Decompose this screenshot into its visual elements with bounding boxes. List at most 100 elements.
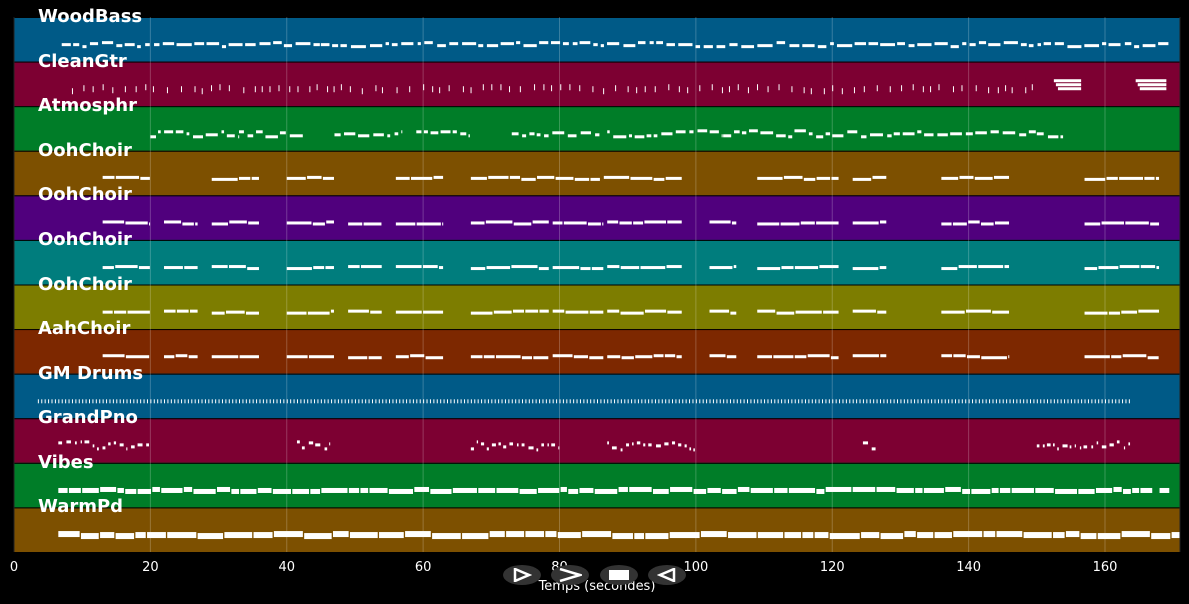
note [962,42,967,46]
note [401,130,403,134]
note [143,399,145,404]
note [511,132,519,136]
note [747,87,749,94]
note [938,84,940,91]
note [360,265,382,269]
note [269,399,271,404]
note [611,446,617,450]
track-separator [14,507,1180,509]
note [1074,399,1076,404]
note [1025,87,1027,94]
note [522,134,527,138]
note [1118,399,1120,404]
note [430,488,452,494]
note [485,220,513,224]
note [92,444,95,448]
note [992,399,994,404]
note [656,41,664,45]
note [102,175,115,179]
note [320,399,322,404]
note [1055,488,1078,494]
x-tick-label: 60 [414,560,432,575]
track-label: OohChoir [38,228,132,250]
note [152,86,154,93]
note [126,399,128,404]
note [880,533,904,540]
note [379,532,404,539]
note [167,399,169,404]
note [941,176,959,180]
note [757,399,759,404]
note [494,399,496,404]
track-separator [14,61,1180,63]
note [853,87,855,94]
note [649,41,654,45]
stop-button[interactable] [600,565,638,585]
note [579,41,591,45]
note [1147,356,1159,360]
note [740,399,742,404]
note [75,399,77,404]
note [409,86,411,93]
rewind-button[interactable] [648,565,686,585]
note [620,311,644,315]
note [780,222,800,226]
note [150,135,156,139]
note [180,86,182,93]
note [341,399,343,404]
note [518,399,520,404]
note [552,354,573,358]
note [920,399,922,404]
note [1108,399,1110,404]
note [750,487,773,493]
forward-button[interactable] [551,565,589,585]
note [569,84,571,91]
note [368,399,370,404]
track-label: OohChoir [38,273,132,295]
note [519,86,521,93]
note [652,488,669,494]
note [153,399,155,404]
x-tick-label: 0 [9,560,19,575]
note [842,399,844,404]
note [1053,443,1055,447]
note [836,44,853,48]
note [112,87,114,94]
note [184,399,186,404]
note [959,175,974,179]
note [869,399,871,404]
note [962,488,971,494]
note [968,399,970,404]
x-tick-label: 120 [819,560,845,575]
note [82,45,87,49]
note [849,399,851,404]
x-tick-label: 160 [1092,560,1118,575]
note [395,310,422,314]
note [937,133,948,137]
note [576,399,578,404]
note [1101,399,1103,404]
note [102,446,106,450]
note [325,266,334,270]
note [290,399,292,404]
note [811,399,813,404]
note [603,175,630,179]
note [934,42,948,46]
note [1023,532,1052,539]
note [1050,399,1052,404]
note [1113,486,1122,492]
note [783,175,803,179]
note [1155,176,1160,180]
note [48,399,50,404]
play-button[interactable] [503,565,541,585]
note [832,399,834,404]
note [644,86,646,93]
note [521,443,525,447]
note [1115,399,1117,404]
note [580,131,591,135]
note [814,532,829,539]
note [822,399,824,404]
note [433,399,435,404]
note [841,88,843,95]
note [382,399,384,404]
